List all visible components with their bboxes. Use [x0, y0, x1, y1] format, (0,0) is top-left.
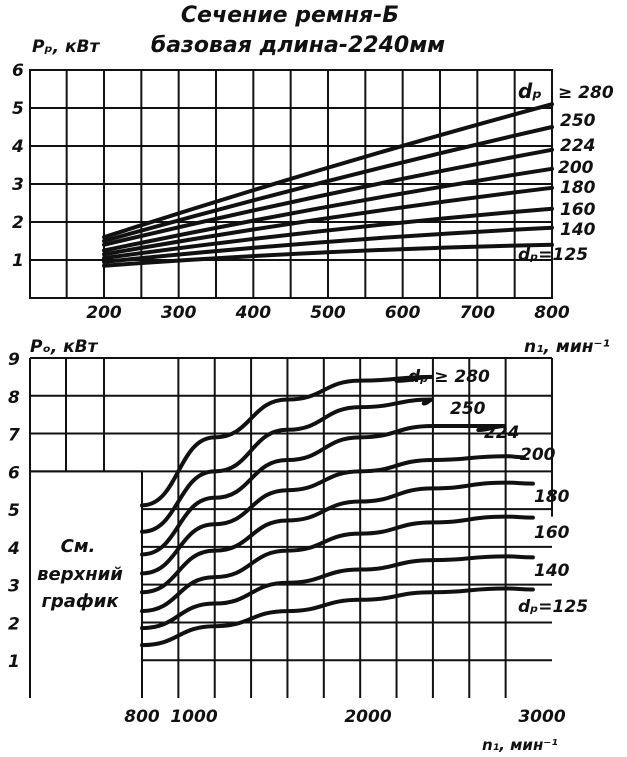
note-line-2: верхний — [37, 564, 123, 585]
top-y-tick-label: 5 — [12, 99, 24, 119]
top-x-tick-label: 400 — [235, 303, 272, 323]
see-top-chart-note: См. верхний график — [37, 536, 123, 612]
top-series-label: dₚ=125 — [518, 245, 588, 265]
bottom-x-tick-label: 2000 — [344, 707, 391, 727]
bottom-series-label: 250 — [450, 399, 486, 419]
top-series-line — [102, 206, 554, 261]
bottom-y-tick-label: 5 — [8, 501, 20, 521]
top-series-label: 224 — [560, 136, 596, 156]
bottom-x-tick-label: 1000 — [170, 707, 217, 727]
top-x-tick-label: 800 — [534, 303, 570, 323]
bottom-series-line — [140, 586, 535, 648]
top-y-axis-label: Pₚ, кВт — [32, 37, 100, 57]
top-series-line — [102, 166, 554, 253]
top-series-line — [102, 225, 554, 264]
top-series-label: 160 — [560, 200, 596, 220]
bottom-chart: Pₒ, кВт 1 2 3 4 5 6 7 8 9 800 1000 2000 3000 dₚ ≥ 2… — [7, 337, 588, 754]
bottom-y-axis-label: Pₒ, кВт — [30, 337, 99, 357]
bottom-series-line — [140, 397, 434, 534]
top-series-line — [102, 147, 554, 247]
top-y-tick-label: 1 — [12, 251, 24, 271]
bottom-y-tick-label: 7 — [8, 426, 20, 446]
top-y-tick-label: 2 — [12, 213, 24, 233]
top-y-tick-label: 6 — [12, 61, 24, 81]
top-series-label: 200 — [558, 158, 594, 178]
bottom-series-label: 224 — [484, 423, 520, 443]
bottom-series-label: 180 — [534, 487, 570, 507]
bottom-series-label: dₚ=125 — [518, 597, 588, 617]
top-dp-label: dₚ — [518, 79, 542, 103]
bottom-series-label: 140 — [534, 561, 570, 581]
chart-title-line2: базовая длина-2240мм — [151, 33, 445, 58]
top-series-label: ≥ 280 — [558, 83, 614, 103]
bottom-y-tick-label: 2 — [8, 614, 20, 634]
bottom-y-tick-label: 8 — [8, 388, 20, 408]
chart-title-line1: Сечение ремня-Б — [181, 3, 399, 28]
bottom-x-axis-unit: n₁, мин⁻¹ — [482, 736, 558, 754]
top-x-tick-label: 300 — [161, 303, 197, 323]
bottom-chart-curves — [140, 374, 535, 648]
bottom-series-line — [140, 454, 526, 576]
bottom-series-line — [140, 554, 535, 631]
top-y-tick-label: 4 — [11, 137, 24, 157]
bottom-y-tick-label: 6 — [8, 463, 20, 483]
top-x-tick-label: 600 — [385, 303, 421, 323]
top-series-label: 140 — [560, 220, 596, 240]
bottom-x-tick-labels: 800 1000 2000 3000 — [124, 707, 566, 727]
top-series-line — [102, 185, 554, 257]
bottom-y-tick-label: 1 — [8, 652, 20, 672]
top-x-axis-unit: n₁, мин⁻¹ — [524, 337, 610, 357]
top-y-tick-label: 3 — [12, 175, 24, 195]
bottom-series-line — [140, 424, 506, 557]
bottom-series-line — [140, 480, 535, 595]
top-series-line — [102, 242, 554, 268]
top-x-tick-label: 700 — [460, 303, 496, 323]
bottom-y-tick-labels: 1 2 3 4 5 6 7 8 9 — [7, 350, 20, 672]
bottom-series-line — [140, 374, 433, 508]
bottom-series-label: 160 — [534, 523, 570, 543]
top-x-tick-label: 200 — [86, 303, 122, 323]
note-line-3: график — [41, 591, 119, 612]
top-chart-curves — [102, 102, 554, 268]
bottom-x-tick-label: 800 — [124, 707, 160, 727]
bottom-series-line — [140, 514, 535, 614]
note-line-1: См. — [61, 536, 96, 557]
top-series-line — [102, 125, 554, 243]
bottom-y-tick-label: 9 — [8, 350, 20, 370]
top-series-label: 250 — [560, 111, 596, 131]
bottom-y-tick-label: 4 — [7, 539, 20, 559]
top-x-tick-label: 500 — [310, 303, 346, 323]
top-y-tick-labels: 1 2 3 4 5 6 — [11, 61, 24, 271]
top-series-line — [102, 102, 554, 240]
bottom-x-tick-label: 3000 — [518, 707, 565, 727]
top-chart: Pₚ, кВт 1 2 3 4 5 6 200 300 400 500 600 700 800 ≥ 2… — [11, 37, 614, 357]
bottom-series-label: dₚ ≥ 280 — [408, 367, 490, 387]
bottom-y-tick-label: 3 — [8, 577, 20, 597]
top-x-tick-labels: 200 300 400 500 600 700 800 — [86, 303, 570, 323]
bottom-series-label: 200 — [520, 445, 556, 465]
top-series-label: 180 — [560, 178, 596, 198]
